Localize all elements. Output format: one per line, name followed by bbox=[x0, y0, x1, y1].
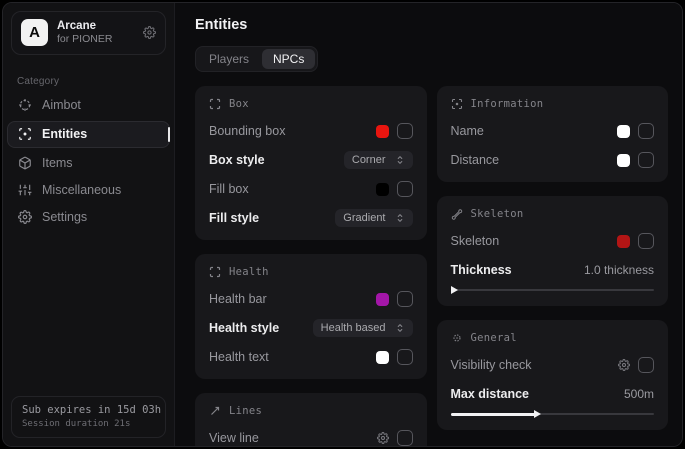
slider-thumb[interactable] bbox=[450, 286, 458, 294]
category-label: Category bbox=[17, 75, 60, 87]
view-line-checkbox[interactable] bbox=[396, 430, 413, 446]
sidebar-item-label: Settings bbox=[42, 210, 88, 224]
setting-row-visibility-check: Visibility check bbox=[451, 355, 654, 375]
card-title: Health bbox=[229, 266, 269, 278]
setting-row-name: Name bbox=[451, 121, 654, 141]
sidebar: A Arcane for PIONER Category Aimbot bbox=[3, 3, 175, 446]
subscription-info: Sub expires in 15d 03h Session duration … bbox=[11, 396, 166, 438]
page-title: Entities bbox=[195, 17, 248, 33]
thickness-slider[interactable] bbox=[450, 286, 654, 294]
card-title: General bbox=[470, 332, 517, 344]
color-swatch[interactable] bbox=[617, 124, 630, 138]
corners-icon bbox=[209, 98, 221, 110]
thickness-value: 1.0 thickness bbox=[583, 263, 654, 277]
logo-badge: A bbox=[21, 19, 48, 47]
fill-box-checkbox[interactable] bbox=[396, 181, 413, 197]
color-swatch[interactable] bbox=[375, 124, 389, 138]
gear-icon[interactable] bbox=[618, 359, 630, 371]
health-bar-checkbox[interactable] bbox=[396, 291, 413, 307]
sidebar-nav: Aimbot Entities Items Miscellaneous bbox=[3, 92, 174, 231]
setting-row-bounding-box: Bounding box bbox=[209, 121, 413, 141]
gear-icon[interactable] bbox=[143, 26, 156, 40]
diagonal-line-icon bbox=[209, 405, 221, 417]
corners-icon bbox=[209, 266, 221, 278]
setting-row-health-text: Health text bbox=[209, 347, 413, 367]
tab-npcs[interactable]: NPCs bbox=[262, 49, 316, 69]
health-style-select[interactable]: Health based bbox=[312, 319, 413, 337]
color-swatch[interactable] bbox=[375, 182, 389, 196]
scan-icon bbox=[18, 127, 32, 141]
target-icon bbox=[451, 332, 463, 344]
scan-icon bbox=[451, 98, 463, 110]
setting-row-thickness: Thickness 1.0 thickness bbox=[450, 263, 655, 277]
sidebar-item-label: Items bbox=[42, 156, 73, 170]
box-style-select[interactable]: Corner bbox=[343, 151, 413, 169]
sidebar-item-label: Miscellaneous bbox=[42, 183, 122, 197]
sidebar-item-miscellaneous[interactable]: Miscellaneous bbox=[7, 177, 170, 204]
app-subtitle: for PIONER bbox=[57, 33, 113, 46]
health-text-checkbox[interactable] bbox=[396, 349, 413, 365]
setting-row-health-bar: Health bar bbox=[209, 289, 413, 309]
bounding-box-checkbox[interactable] bbox=[396, 123, 413, 139]
skeleton-checkbox[interactable] bbox=[638, 233, 654, 249]
color-swatch[interactable] bbox=[375, 350, 389, 364]
setting-row-view-line: View line bbox=[209, 428, 413, 446]
gear-icon bbox=[18, 210, 32, 224]
general-card: General Visibility check Max distance bbox=[436, 320, 668, 430]
color-swatch[interactable] bbox=[617, 153, 630, 167]
sub-expiry-text: Sub expires in 15d 03h bbox=[22, 404, 162, 416]
app-name: Arcane bbox=[57, 20, 96, 32]
setting-row-box-style: Box style Corner bbox=[209, 150, 413, 170]
logo-card: A Arcane for PIONER bbox=[11, 11, 166, 55]
bone-icon bbox=[451, 208, 463, 220]
sidebar-item-aimbot[interactable]: Aimbot bbox=[7, 92, 170, 119]
tab-players[interactable]: Players bbox=[209, 52, 250, 66]
color-swatch[interactable] bbox=[375, 292, 389, 306]
color-swatch[interactable] bbox=[617, 234, 630, 248]
unfold-icon bbox=[395, 323, 405, 333]
health-card: Health Health bar Health style Health ba… bbox=[195, 254, 427, 379]
max-distance-slider[interactable] bbox=[450, 410, 654, 418]
session-duration-text: Session duration 21s bbox=[22, 419, 131, 429]
card-title: Skeleton bbox=[470, 208, 524, 220]
unfold-icon bbox=[395, 155, 405, 165]
setting-row-fill-style: Fill style Gradient bbox=[209, 208, 413, 228]
lines-card: Lines View line Line to enemy bbox=[195, 393, 427, 446]
distance-checkbox[interactable] bbox=[638, 152, 654, 168]
unfold-icon bbox=[395, 213, 405, 223]
information-card: Information Name Distance bbox=[436, 86, 668, 182]
entity-tabs: Players NPCs bbox=[195, 46, 319, 72]
fill-style-select[interactable]: Gradient bbox=[335, 209, 413, 227]
setting-row-health-style: Health style Health based bbox=[209, 318, 413, 338]
skeleton-card: Skeleton Skeleton Thickness 1.0 thicknes… bbox=[436, 196, 668, 306]
setting-row-max-distance: Max distance 500m bbox=[450, 387, 655, 401]
max-distance-value: 500m bbox=[623, 387, 654, 401]
sidebar-item-items[interactable]: Items bbox=[7, 150, 170, 177]
box-icon bbox=[18, 156, 32, 170]
crosshair-icon bbox=[18, 98, 32, 112]
setting-row-fill-box: Fill box bbox=[209, 179, 413, 199]
slider-thumb[interactable] bbox=[533, 410, 541, 418]
gear-icon[interactable] bbox=[376, 432, 389, 444]
setting-row-distance: Distance bbox=[451, 150, 654, 170]
card-title: Box bbox=[229, 98, 249, 110]
sliders-icon bbox=[18, 183, 32, 197]
sidebar-item-label: Aimbot bbox=[42, 98, 81, 112]
card-title: Information bbox=[470, 98, 544, 110]
sidebar-item-entities[interactable]: Entities bbox=[7, 120, 170, 148]
sidebar-item-label: Entities bbox=[42, 127, 88, 141]
box-card: Box Bounding box Box style Corner bbox=[195, 86, 427, 240]
sidebar-item-settings[interactable]: Settings bbox=[7, 204, 170, 231]
main-panel: Entities Players NPCs Box Bounding box bbox=[175, 3, 682, 446]
name-checkbox[interactable] bbox=[638, 123, 654, 139]
visibility-check-checkbox[interactable] bbox=[638, 357, 654, 373]
setting-row-skeleton: Skeleton bbox=[451, 231, 654, 251]
card-title: Lines bbox=[229, 405, 263, 417]
